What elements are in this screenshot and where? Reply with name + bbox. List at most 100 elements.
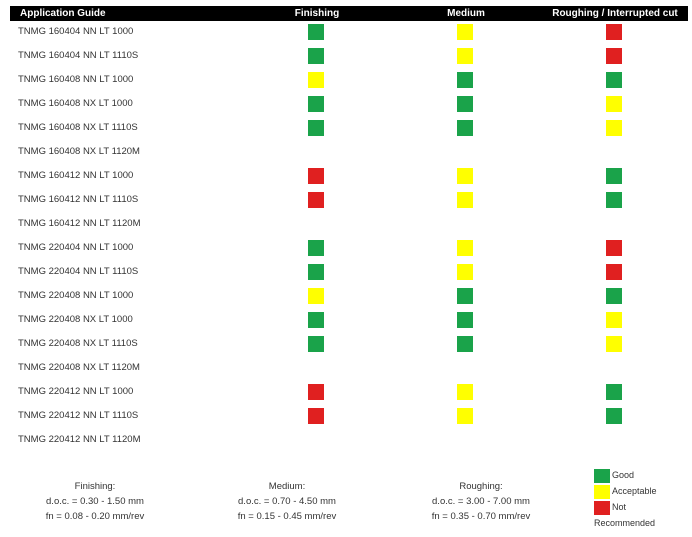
legend-not-label-line2: Recommended (594, 518, 656, 528)
finishing-rating-good (308, 96, 324, 112)
roughing-rating-good (606, 72, 622, 88)
medium-spec: Medium: d.o.c. = 0.70 - 4.50 mm fn = 0.1… (212, 479, 362, 524)
table-header: Application Guide Finishing Medium Rough… (10, 6, 688, 21)
roughing-rating-good (606, 288, 622, 304)
row-label: TNMG 220404 NN LT 1000 (18, 242, 134, 253)
table-row: TNMG 160404 NN LT 1110S (10, 44, 688, 68)
table-row: TNMG 220412 NN LT 1120M (10, 428, 688, 452)
table-row: TNMG 160412 NN LT 1000 (10, 164, 688, 188)
medium-rating-acceptable (457, 24, 473, 40)
finishing-rating-good (308, 24, 324, 40)
finishing-spec-title: Finishing: (74, 481, 116, 492)
table-row: TNMG 220404 NN LT 1000 (10, 236, 688, 260)
medium-spec-title: Medium: (268, 481, 306, 492)
roughing-rating-not (606, 24, 622, 40)
roughing-spec: Roughing: d.o.c. = 3.00 - 7.00 mm fn = 0… (406, 479, 556, 524)
table-row: TNMG 160408 NN LT 1000 (10, 68, 688, 92)
medium-rating-acceptable (457, 264, 473, 280)
medium-rating-good (457, 312, 473, 328)
roughing-rating-acceptable (606, 312, 622, 328)
row-label: TNMG 220408 NX LT 1120M (18, 362, 140, 373)
legend-good-swatch (594, 469, 610, 483)
finishing-rating-good (308, 336, 324, 352)
roughing-rating-good (606, 384, 622, 400)
finishing-rating-good (308, 312, 324, 328)
row-label: TNMG 160408 NX LT 1120M (18, 146, 140, 157)
roughing-rating-not (606, 264, 622, 280)
finishing-rating-good (308, 48, 324, 64)
finishing-spec-doc: d.o.c. = 0.30 - 1.50 mm (46, 496, 144, 507)
row-label: TNMG 160408 NX LT 1110S (18, 122, 138, 133)
table-row: TNMG 160412 NN LT 1110S (10, 188, 688, 212)
table-row: TNMG 160404 NN LT 1000 (10, 20, 688, 44)
row-label: TNMG 220404 NN LT 1110S (18, 266, 139, 277)
medium-rating-acceptable (457, 240, 473, 256)
medium-rating-acceptable (457, 48, 473, 64)
roughing-rating-not (606, 48, 622, 64)
row-label: TNMG 160412 NN LT 1120M (18, 218, 141, 229)
finishing-rating-not (308, 384, 324, 400)
roughing-rating-acceptable (606, 96, 622, 112)
row-label: TNMG 220408 NX LT 1000 (18, 314, 133, 325)
row-label: TNMG 220408 NX LT 1110S (18, 338, 138, 349)
roughing-rating-good (606, 192, 622, 208)
table-row: TNMG 220408 NX LT 1000 (10, 308, 688, 332)
table-row: TNMG 220412 NN LT 1110S (10, 404, 688, 428)
finishing-rating-good (308, 240, 324, 256)
legend-not: Not (594, 500, 690, 516)
table-row: TNMG 160408 NX LT 1000 (10, 92, 688, 116)
row-label: TNMG 220412 NN LT 1110S (18, 410, 139, 421)
legend-good: Good (594, 468, 690, 484)
table-row: TNMG 160408 NX LT 1110S (10, 116, 688, 140)
table-row: TNMG 220408 NX LT 1120M (10, 356, 688, 380)
finishing-rating-not (308, 408, 324, 424)
medium-rating-good (457, 72, 473, 88)
roughing-rating-good (606, 168, 622, 184)
row-label: TNMG 160412 NN LT 1110S (18, 194, 139, 205)
roughing-rating-good (606, 408, 622, 424)
legend-not-label: Not (612, 502, 627, 512)
medium-rating-good (457, 288, 473, 304)
legend-not-swatch (594, 501, 610, 515)
row-label: TNMG 160408 NN LT 1000 (18, 74, 134, 85)
row-label: TNMG 160404 NN LT 1000 (18, 26, 134, 37)
row-label: TNMG 160408 NX LT 1000 (18, 98, 133, 109)
medium-rating-acceptable (457, 408, 473, 424)
finishing-rating-acceptable (308, 72, 324, 88)
finishing-rating-good (308, 120, 324, 136)
header-finishing: Finishing (294, 8, 340, 19)
row-label: TNMG 160412 NN LT 1000 (18, 170, 134, 181)
header-medium: Medium (447, 8, 485, 19)
table-row: TNMG 160412 NN LT 1120M (10, 212, 688, 236)
legend-acceptable: Acceptable (594, 484, 690, 500)
header-roughing: Roughing / Interrupted cut (552, 8, 678, 19)
roughing-rating-not (606, 240, 622, 256)
legend-acceptable-swatch (594, 485, 610, 499)
table-row: TNMG 220408 NN LT 1000 (10, 284, 688, 308)
medium-rating-good (457, 96, 473, 112)
medium-rating-acceptable (457, 384, 473, 400)
row-label: TNMG 220412 NN LT 1000 (18, 386, 134, 397)
finishing-spec-fn: fn = 0.08 - 0.20 mm/rev (45, 511, 145, 522)
medium-rating-acceptable (457, 192, 473, 208)
table-row: TNMG 220408 NX LT 1110S (10, 332, 688, 356)
medium-rating-good (457, 120, 473, 136)
medium-spec-doc: d.o.c. = 0.70 - 4.50 mm (238, 496, 336, 507)
roughing-rating-acceptable (606, 336, 622, 352)
legend-acceptable-label: Acceptable (612, 486, 657, 496)
finishing-rating-good (308, 264, 324, 280)
legend: Good Acceptable Not Recommended (594, 468, 690, 528)
finishing-spec: Finishing: d.o.c. = 0.30 - 1.50 mm fn = … (20, 479, 170, 524)
medium-spec-fn: fn = 0.15 - 0.45 mm/rev (237, 511, 337, 522)
table-row: TNMG 220404 NN LT 1110S (10, 260, 688, 284)
finishing-rating-not (308, 192, 324, 208)
medium-rating-acceptable (457, 168, 473, 184)
table-row: TNMG 220412 NN LT 1000 (10, 380, 688, 404)
row-label: TNMG 160404 NN LT 1110S (18, 50, 139, 61)
row-label: TNMG 220408 NN LT 1000 (18, 290, 134, 301)
row-label: TNMG 220412 NN LT 1120M (18, 434, 141, 445)
medium-rating-good (457, 336, 473, 352)
roughing-spec-title: Roughing: (459, 481, 503, 492)
finishing-rating-not (308, 168, 324, 184)
legend-good-label: Good (612, 470, 635, 480)
